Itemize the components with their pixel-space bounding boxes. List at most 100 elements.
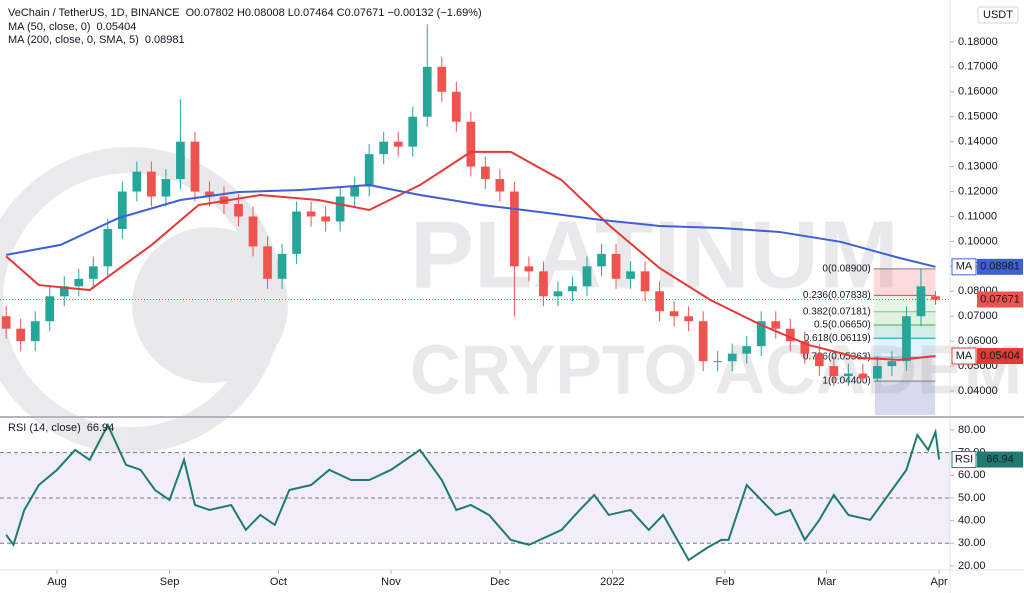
candle-body — [321, 216, 330, 222]
tag-label: MA — [956, 261, 973, 273]
chart-title: VeChain / TetherUS, 1D, BINANCE — [8, 7, 180, 19]
y-tick-label: 0.18000 — [958, 36, 998, 48]
candle-body — [626, 271, 635, 279]
fib-label: 0.5(0.06650) — [814, 320, 871, 331]
tag-label-box — [951, 347, 977, 365]
candle-body — [582, 266, 592, 287]
value-tag-label: 0.08981 — [980, 261, 1020, 273]
fib-label: 1(0.04400) — [822, 376, 870, 387]
candle-body — [248, 216, 258, 247]
y-tick-label: 0.04000 — [958, 385, 998, 397]
candle-body — [669, 311, 679, 317]
x-tick-label: Dec — [490, 576, 510, 588]
candle-body — [393, 141, 403, 147]
fib-label: 0.786(0.05363) — [803, 352, 871, 363]
ma-line — [5, 184, 936, 268]
y-tick-label: 0.06000 — [958, 335, 998, 347]
candle-body — [510, 191, 519, 267]
candle-body — [684, 316, 693, 322]
candle-body — [742, 346, 752, 354]
last-price-tag — [977, 291, 1023, 308]
y-tick-label: 80.00 — [958, 424, 986, 436]
candle-body — [931, 296, 940, 300]
x-tick-label: Nov — [381, 576, 401, 588]
y-tick-label: 0.17000 — [958, 61, 998, 73]
fib-label: 0.236(0.07838) — [803, 290, 871, 301]
x-tick-label: Oct — [270, 576, 287, 588]
candle-body — [916, 286, 926, 317]
candle-body — [408, 116, 418, 147]
candle-body — [190, 141, 200, 192]
candle-body — [495, 179, 505, 192]
candle-body — [640, 271, 650, 292]
candle-body — [379, 141, 389, 155]
y-tick-label: 20.00 — [958, 560, 986, 572]
fib-label: 0(0.08900) — [822, 263, 870, 274]
watermark-text: PLATINUM — [410, 201, 899, 308]
fib-label: 0.618(0.06119) — [804, 333, 871, 344]
tag-label-box — [951, 258, 977, 276]
last-price-label: 0.07671 — [980, 293, 1020, 305]
ma-line — [5, 150, 936, 361]
candle-body — [814, 353, 824, 367]
value-tag — [977, 451, 1023, 468]
y-tick-label: 0.15000 — [958, 111, 998, 123]
candle-body — [292, 211, 301, 254]
candle-body — [364, 154, 374, 187]
candle-body — [59, 286, 69, 297]
candle-body — [844, 373, 853, 377]
candle-body — [655, 291, 664, 312]
candle-body — [350, 186, 360, 197]
legend-text: 0.08981 — [145, 34, 185, 46]
candle-body — [132, 171, 142, 192]
y-tick-label: 0.11000 — [958, 210, 997, 222]
tag-label-box — [951, 451, 977, 469]
candle-body — [524, 266, 534, 272]
y-tick-label: 0.13000 — [958, 161, 998, 173]
y-tick-label: 60.00 — [958, 469, 986, 481]
candle-body — [785, 328, 795, 342]
candle-body — [335, 196, 345, 222]
y-tick-label: 0.16000 — [958, 86, 998, 98]
legend-text: 0.05404 — [97, 21, 137, 33]
candle-body — [45, 296, 55, 322]
y-tick-label: 50.00 — [958, 492, 986, 504]
y-tick-label: 40.00 — [958, 515, 986, 527]
y-tick-label: 30.00 — [958, 537, 986, 549]
candle-body — [756, 321, 766, 347]
candle-body — [727, 353, 737, 362]
value-tag — [977, 258, 1023, 275]
candle-body — [422, 66, 432, 117]
candle-body — [611, 253, 621, 279]
x-tick-label: Feb — [715, 576, 734, 588]
candle-body — [597, 253, 606, 267]
legend-text: RSI (14, close) — [8, 422, 81, 434]
candle-body — [263, 246, 272, 279]
candle-body — [713, 361, 723, 363]
y-tick-label: 0.12000 — [958, 185, 998, 197]
candle-body — [771, 321, 781, 329]
y-tick-label: 0.10000 — [958, 235, 998, 247]
x-tick-label: 2022 — [600, 576, 624, 588]
candle-body — [437, 66, 447, 92]
position-box — [875, 381, 935, 415]
candle-body — [74, 278, 84, 287]
candle-body — [553, 291, 563, 297]
value-tag-label: 66.94 — [986, 453, 1014, 465]
candle-body — [902, 316, 911, 362]
x-tick-label: Mar — [817, 576, 836, 588]
tag-label: MA — [956, 350, 973, 362]
candle-body — [480, 166, 490, 180]
candle-body — [873, 366, 882, 379]
candle-body — [147, 171, 156, 197]
candle-body — [277, 253, 287, 279]
y-tick-label: 0.07000 — [958, 310, 998, 322]
candle-body — [858, 373, 868, 379]
x-tick-label: Aug — [47, 576, 67, 588]
candle-body — [829, 366, 839, 377]
rsi-line — [5, 422, 941, 562]
y-tick-label: 0.14000 — [958, 136, 998, 148]
candle-body — [698, 321, 708, 362]
x-tick-label: Sep — [160, 576, 180, 588]
